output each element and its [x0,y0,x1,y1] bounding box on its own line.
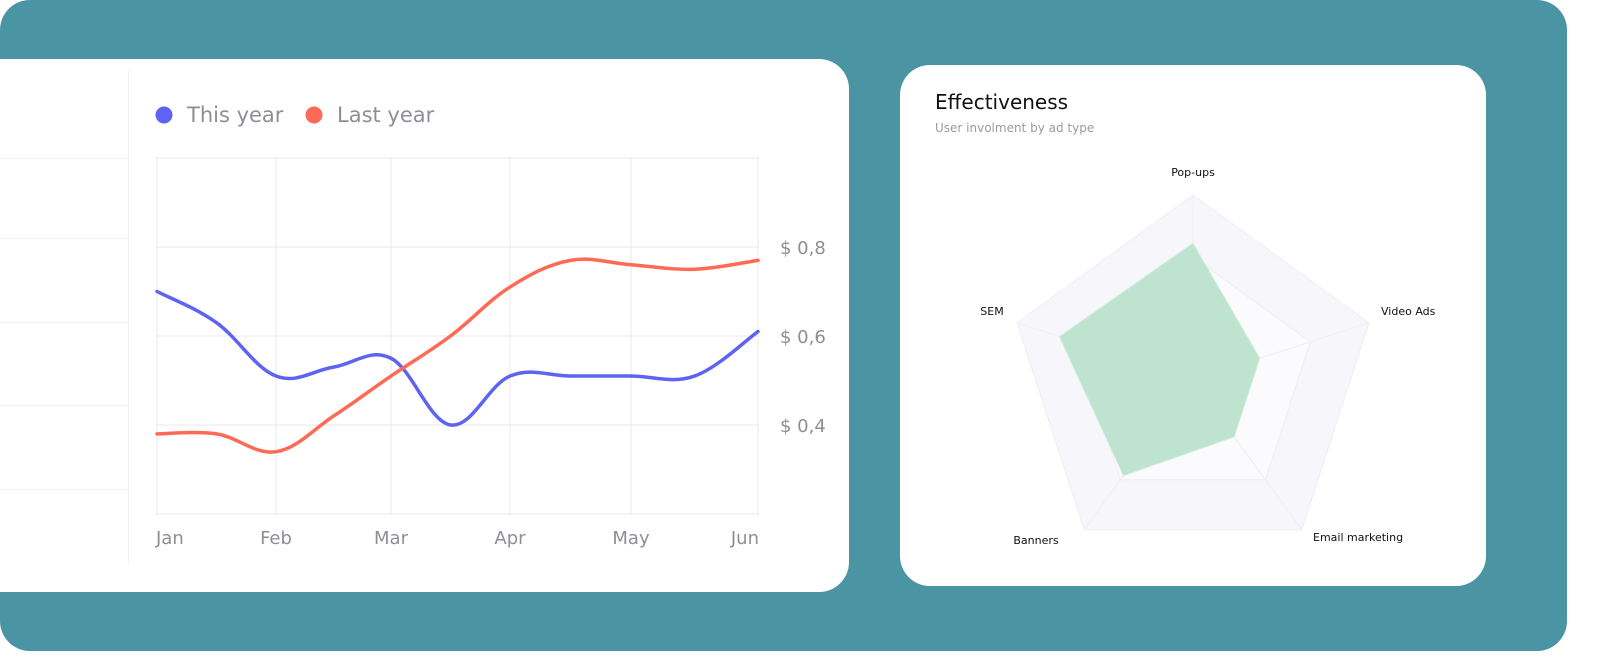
row-divider [0,322,128,323]
radar-axis-label-banners: Banners [1013,534,1059,547]
line-chart-card: This year Last year Jan Feb Mar Apr May Jun $ 0,… [0,59,849,592]
series-line-this-year [155,289,760,427]
legend-dot-this-year [155,106,173,124]
radar-axis-label-sem: SEM [980,305,1003,318]
line-chart: This year Last year Jan Feb Mar Apr May Jun $ 0,… [155,103,826,549]
legend-label-this-year: This year [186,103,284,127]
radar-data-area [1058,242,1261,477]
row-divider [0,489,128,490]
y-tick-label: $ 0,8 [780,238,826,259]
effectiveness-card: Pop-ups Video Ads Email marketing Banners SE… [900,65,1486,586]
series-line-last-year [155,257,760,454]
radar-axis-label-video-ads: Video Ads [1381,305,1436,318]
radar-axis-label-email-marketing: Email marketing [1313,531,1403,544]
legend-dot-last-year [305,106,323,124]
x-tick-label: Feb [260,528,292,549]
x-tick-label: Apr [494,528,526,549]
row-divider [0,158,128,159]
radar-subtitle: User involment by ad type [935,121,1095,135]
x-tick-label: Mar [374,528,409,549]
x-tick-label: May [612,528,650,549]
row-divider [0,238,128,239]
radar-axis-label-pop-ups: Pop-ups [1171,166,1215,179]
x-tick-label: Jun [730,528,759,549]
card-divider [128,71,129,564]
row-divider [0,405,128,406]
legend-label-last-year: Last year [337,103,435,127]
y-tick-label: $ 0,4 [780,416,826,437]
radar-chart: Pop-ups Video Ads Email marketing Banners SE… [980,166,1436,547]
radar-title: Effectiveness [935,90,1069,114]
y-tick-label: $ 0,6 [780,327,826,348]
x-tick-label: Jan [155,528,184,549]
